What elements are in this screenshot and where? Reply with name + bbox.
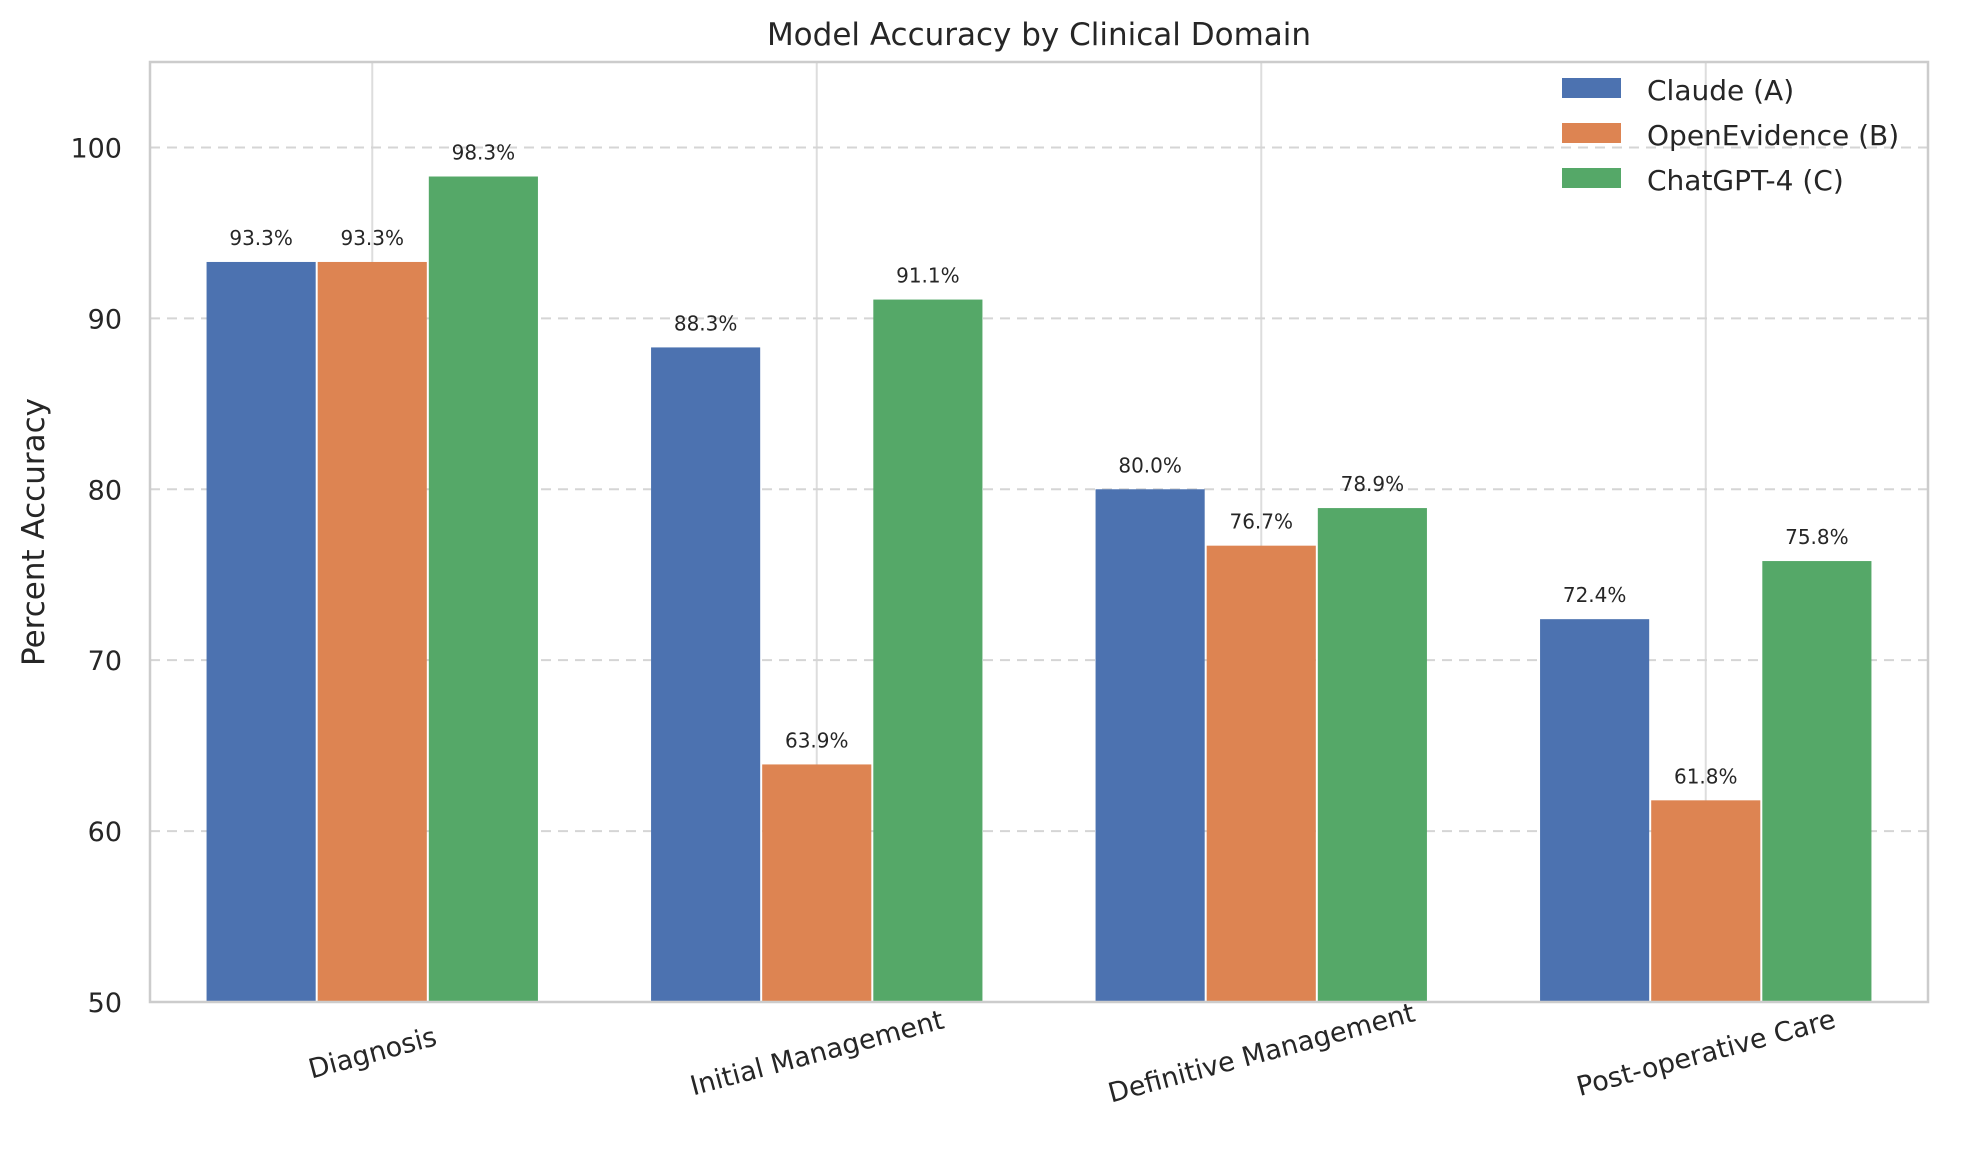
bar (1540, 619, 1650, 1002)
y-tick-label: 100 (70, 133, 122, 164)
bar-value-label: 93.3% (229, 226, 293, 250)
bar-value-label: 72.4% (1563, 583, 1627, 607)
bar (1762, 561, 1872, 1002)
bar-value-label: 61.8% (1674, 764, 1738, 788)
bar (873, 299, 983, 1003)
legend-swatch (1562, 78, 1621, 98)
bar-value-label: 75.8% (1785, 525, 1849, 549)
bar-value-label: 93.3% (340, 226, 404, 250)
bar (317, 261, 427, 1002)
bars (206, 176, 1872, 1003)
y-axis-label: Percent Accuracy (16, 398, 52, 666)
y-tick-label: 70 (88, 646, 122, 677)
plot-frame (148, 60, 1930, 1004)
legend-label: OpenEvidence (B) (1647, 119, 1899, 152)
bar (428, 176, 538, 1002)
bar-value-label: 63.9% (785, 728, 849, 752)
y-tick-label: 90 (88, 304, 122, 335)
legend-label: ChatGPT-4 (C) (1647, 164, 1844, 197)
y-tick-label: 60 (88, 817, 122, 848)
bar-value-label: 80.0% (1118, 453, 1182, 477)
legend-swatch (1562, 123, 1621, 143)
y-tick-label: 50 (88, 988, 122, 1019)
bar-value-label: 76.7% (1229, 510, 1293, 534)
bar-value-label: 78.9% (1341, 472, 1405, 496)
y-axis-ticks: 50 60 70 80 90 100 (70, 133, 122, 1019)
bar-value-label: 88.3% (674, 311, 738, 335)
legend-label: Claude (A) (1647, 74, 1794, 107)
bar (206, 261, 316, 1002)
chart-title: Model Accuracy by Clinical Domain (767, 17, 1311, 53)
bar (1206, 545, 1316, 1002)
bar-value-label: 98.3% (452, 141, 516, 165)
bar (1095, 489, 1205, 1003)
bar (1651, 800, 1761, 1002)
bar-value-label: 91.1% (896, 264, 960, 288)
bar-value-labels: 93.3% 93.3% 98.3% 88.3% 63.9% 91.1% 80.0% 76.7%… (229, 141, 1848, 789)
bar (651, 347, 761, 1002)
legend: Claude (A) OpenEvidence (B) ChatGPT-4 (C) (1562, 74, 1899, 197)
y-tick-label: 80 (88, 475, 122, 506)
legend-swatch (1562, 168, 1621, 188)
bar (1317, 508, 1427, 1002)
bar (762, 764, 872, 1002)
